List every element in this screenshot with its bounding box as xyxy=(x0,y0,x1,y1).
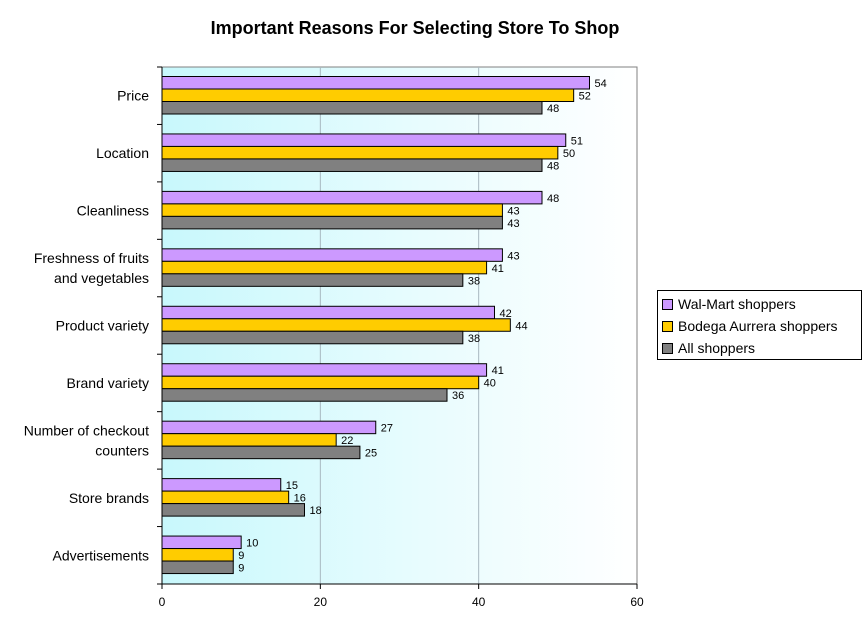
legend-item: Bodega Aurrera shoppers xyxy=(662,315,857,337)
value-label: 48 xyxy=(547,193,559,205)
value-label: 48 xyxy=(547,103,559,115)
category-label: Advertisements xyxy=(53,547,149,563)
legend-swatch xyxy=(662,342,673,354)
x-tick-label: 40 xyxy=(472,595,486,609)
bar xyxy=(161,76,590,90)
bar xyxy=(161,363,488,377)
value-label: 25 xyxy=(365,448,377,460)
bar xyxy=(161,133,567,147)
bar xyxy=(161,330,464,345)
value-label: 43 xyxy=(507,218,519,230)
bar xyxy=(161,88,575,102)
category-label: Product variety xyxy=(56,318,149,334)
value-label: 9 xyxy=(238,550,244,562)
bar xyxy=(161,478,282,492)
bar xyxy=(161,503,305,517)
value-label: 43 xyxy=(507,250,519,262)
bar xyxy=(161,101,543,115)
category-label: Brand variety xyxy=(67,375,149,391)
value-label: 42 xyxy=(500,308,512,320)
value-label: 18 xyxy=(310,505,322,517)
value-label: 52 xyxy=(579,91,591,103)
category-label: counters xyxy=(95,442,149,458)
bars xyxy=(161,76,590,575)
category-label: Store brands xyxy=(69,490,149,506)
category-label: Freshness of fruits xyxy=(34,250,149,266)
legend-label: Bodega Aurrera shoppers xyxy=(678,318,838,334)
bar xyxy=(161,145,559,160)
category-label: Location xyxy=(96,145,149,161)
value-label: 9 xyxy=(238,563,244,575)
value-label: 51 xyxy=(571,135,583,147)
category-label: Number of checkout xyxy=(24,422,149,438)
bar xyxy=(161,305,495,320)
bar xyxy=(161,445,361,460)
legend-item: Wal-Mart shoppers xyxy=(662,293,857,315)
bar xyxy=(161,420,377,435)
value-label: 16 xyxy=(294,493,306,505)
value-label: 36 xyxy=(452,390,464,402)
bar xyxy=(161,248,503,262)
bar xyxy=(161,260,488,275)
value-label: 48 xyxy=(547,160,559,172)
chart-title: Important Reasons For Selecting Store To… xyxy=(210,18,620,38)
value-label: 27 xyxy=(381,423,393,435)
x-tick-label: 20 xyxy=(314,595,328,609)
value-label: 41 xyxy=(492,263,504,275)
bar xyxy=(161,535,242,550)
value-labels: 5452485150484843434341384244384140362722… xyxy=(238,78,607,575)
legend-label: Wal-Mart shoppers xyxy=(678,296,796,312)
x-tick-label: 60 xyxy=(630,595,644,609)
bar xyxy=(161,433,337,447)
legend-label: All shoppers xyxy=(678,340,756,356)
category-label: and vegetables xyxy=(54,270,149,286)
axes: 0 20 40 60 xyxy=(157,66,644,609)
value-label: 54 xyxy=(595,78,607,90)
value-label: 50 xyxy=(563,148,575,160)
bar xyxy=(161,273,464,287)
bar xyxy=(161,203,503,217)
value-label: 22 xyxy=(341,435,353,447)
value-label: 10 xyxy=(246,538,258,550)
category-labels: Price Location Cleanliness Freshness of fru… xyxy=(24,88,150,564)
bar xyxy=(161,190,543,205)
bar xyxy=(161,158,543,172)
bar xyxy=(161,548,234,562)
value-label: 44 xyxy=(515,320,527,332)
bar xyxy=(161,388,448,402)
value-label: 15 xyxy=(286,480,298,492)
bar xyxy=(161,215,503,230)
value-label: 38 xyxy=(468,275,480,287)
legend-swatch xyxy=(662,298,673,310)
category-label: Price xyxy=(117,88,149,104)
value-label: 41 xyxy=(492,365,504,377)
legend: Wal-Mart shoppers Bodega Aurrera shoppers… xyxy=(657,290,862,360)
bar xyxy=(161,560,234,575)
legend-swatch xyxy=(662,320,673,332)
bar xyxy=(161,375,480,390)
category-label: Cleanliness xyxy=(77,203,149,219)
bar xyxy=(161,318,511,332)
value-label: 40 xyxy=(484,378,496,390)
bar xyxy=(161,490,290,505)
legend-item: All shoppers xyxy=(662,337,857,359)
value-label: 38 xyxy=(468,333,480,345)
value-label: 43 xyxy=(507,205,519,217)
x-tick-label: 0 xyxy=(159,595,166,609)
